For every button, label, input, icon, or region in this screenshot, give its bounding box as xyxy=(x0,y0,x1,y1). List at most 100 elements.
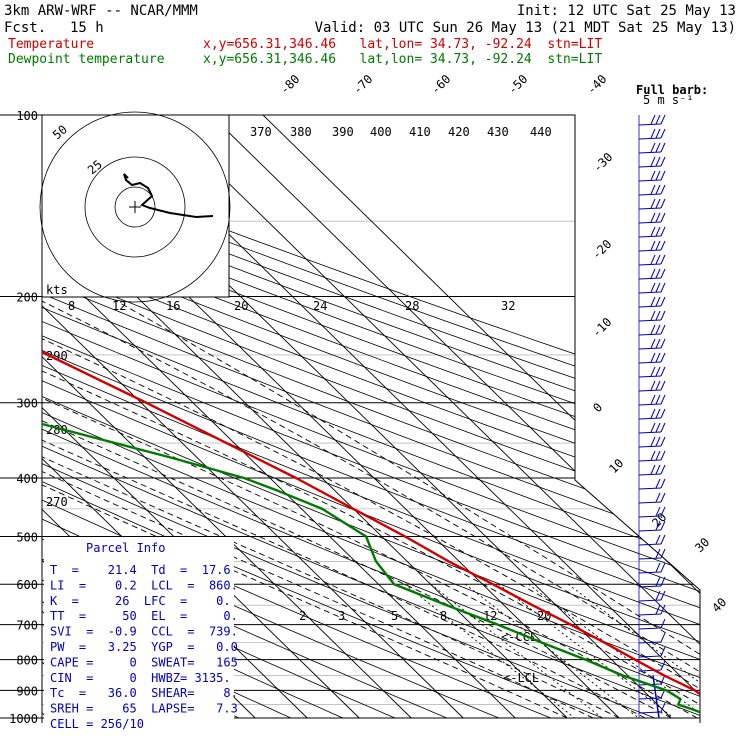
wind-barb xyxy=(638,235,662,238)
wind-barb-flag xyxy=(655,492,661,503)
wind-barb-flag xyxy=(660,254,666,265)
isotherm-label: -50 xyxy=(505,72,530,97)
theta-label-top: 400 xyxy=(370,125,392,139)
isotherm xyxy=(262,115,700,719)
wind-barb-flag xyxy=(660,702,666,713)
forecast-label: Fcst. xyxy=(4,20,47,36)
isotherm xyxy=(158,115,700,719)
wind-barb-flag xyxy=(655,198,661,209)
wind-barb-flag xyxy=(655,240,661,251)
wind-barb-flag xyxy=(660,282,666,293)
dry-adiabat xyxy=(42,115,700,719)
mixing-ratio-label: 2 xyxy=(299,609,306,623)
wind-barb xyxy=(638,431,662,434)
wind-barb-flag xyxy=(650,394,656,405)
dry-adiabat xyxy=(42,115,700,719)
wind-barb-flag xyxy=(655,254,661,265)
wind-barb-flag xyxy=(650,142,656,153)
lcl-marker: <-LCL xyxy=(503,671,539,685)
wind-barb-flag xyxy=(655,352,661,363)
mixing-ratio-line xyxy=(498,583,675,719)
wind-barb-flag xyxy=(660,492,666,503)
pressure-label-900: 900 xyxy=(16,684,38,698)
wind-barb-flag xyxy=(655,478,661,489)
wind-barb-flag xyxy=(650,464,656,475)
model-title: 3km ARW-WRF -- NCAR/MMM xyxy=(4,3,198,19)
isotherm-label: 20 xyxy=(649,510,669,530)
hodograph-ring xyxy=(39,111,231,303)
wind-barb-flag xyxy=(660,450,666,461)
wind-barb-flag xyxy=(650,226,656,237)
dry-adiabat xyxy=(42,115,700,719)
moist-adiabat xyxy=(42,296,646,719)
wind-barb-flag xyxy=(660,184,666,195)
pressure-label-500: 500 xyxy=(16,530,38,544)
wind-barb xyxy=(638,515,662,518)
dry-adiabat xyxy=(42,115,700,719)
wind-barb xyxy=(638,473,662,476)
wind-barb xyxy=(638,305,662,308)
valid-time: Valid: 03 UTC Sun 26 May 13 (21 MDT Sat … xyxy=(314,20,736,36)
wind-barb-flag xyxy=(655,156,661,167)
isotherm-label: -30 xyxy=(590,150,615,175)
wind-barb xyxy=(638,291,662,294)
wind-barb xyxy=(638,389,662,392)
wind-barb-flag xyxy=(655,394,661,405)
hodograph-ring xyxy=(84,156,186,258)
wind-barb-flag xyxy=(660,464,666,475)
wind-barb-flag xyxy=(655,142,661,153)
hodograph-trace xyxy=(123,173,214,219)
wind-barb-flag xyxy=(655,534,661,545)
wind-barb-flag xyxy=(650,450,656,461)
wind-barb xyxy=(638,599,662,602)
wind-barb-flag xyxy=(650,184,656,195)
wind-barb xyxy=(638,711,662,714)
wind-barb-flag xyxy=(660,422,666,433)
wind-barb-flag xyxy=(660,436,666,447)
wind-barb-flag xyxy=(655,128,661,139)
wind-barb xyxy=(638,151,662,154)
wind-barb-flag xyxy=(650,366,656,377)
parcel-info-row: CELL = 256/10 xyxy=(50,717,144,731)
wind-barb-flag xyxy=(650,296,656,307)
wind-barb-flag xyxy=(660,128,666,139)
dry-adiabat xyxy=(42,115,344,719)
wind-barb-flag xyxy=(650,114,656,125)
theta-label-top: 380 xyxy=(290,125,312,139)
wind-barb-flag xyxy=(650,310,656,321)
theta-e-label: 24 xyxy=(313,299,327,313)
hodograph-kts-label: kts xyxy=(46,283,68,297)
wind-barb-flag xyxy=(660,562,666,573)
wind-barb-flag xyxy=(660,548,666,559)
wind-barb-low xyxy=(652,675,660,719)
wind-barb xyxy=(638,403,662,406)
wind-barb xyxy=(638,249,662,252)
wind-barb-flag xyxy=(650,268,656,279)
wind-barb-flag xyxy=(650,436,656,447)
dry-adiabat xyxy=(42,115,700,719)
dry-adiabat xyxy=(42,115,700,719)
wind-barb-flag xyxy=(660,604,666,615)
wind-barb-flag xyxy=(655,450,661,461)
theta-e-label: 12 xyxy=(112,299,126,313)
wind-barb-flag xyxy=(650,240,656,251)
theta-label-top: 390 xyxy=(332,125,354,139)
wind-barb-flag xyxy=(650,338,656,349)
isotherm-label: 40 xyxy=(709,595,729,615)
moist-adiabat xyxy=(42,296,700,719)
mixing-ratio-line xyxy=(464,583,639,719)
wind-barb-flag xyxy=(660,324,666,335)
wind-barb-flag xyxy=(660,478,666,489)
wind-barb-flag xyxy=(655,506,661,517)
barb-legend-line2: 5 m s⁻¹ xyxy=(643,93,694,107)
mixing-ratio-line xyxy=(404,583,575,719)
wind-barb xyxy=(638,697,662,700)
dry-adiabat xyxy=(42,115,700,719)
wind-barb-flag xyxy=(650,170,656,181)
wind-barb-flag xyxy=(660,646,666,657)
dewpoint-line xyxy=(42,115,700,717)
wind-barb xyxy=(638,585,662,588)
dry-adiabat xyxy=(42,115,700,719)
pressure-label-600: 600 xyxy=(16,578,38,592)
